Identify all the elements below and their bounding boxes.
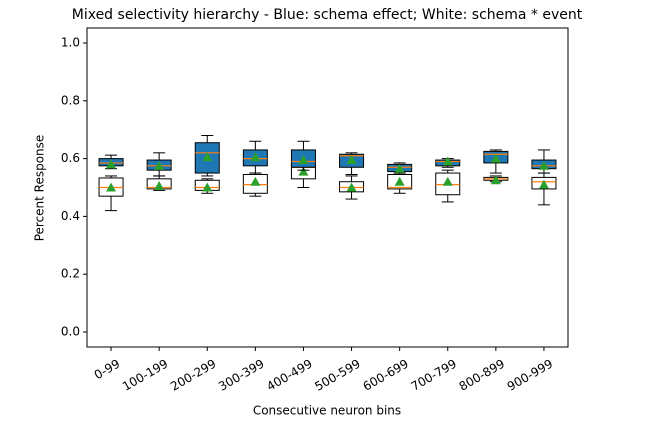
y-axis-label: Percent Response: [33, 135, 47, 242]
x-tick-label: 700-799: [409, 357, 459, 394]
mean-marker: [394, 163, 405, 173]
x-tick-label: 100-199: [120, 357, 170, 394]
mean-marker: [202, 182, 213, 192]
mean-marker: [442, 156, 453, 166]
y-tick-label: 0.8: [61, 93, 80, 107]
plot-frame: [86, 27, 569, 348]
mean-marker: [538, 160, 549, 170]
mean-marker: [106, 159, 117, 169]
mean-marker: [298, 166, 309, 176]
x-tick-label: 400-499: [264, 357, 314, 394]
x-tick-label: 0-99: [92, 357, 123, 383]
mean-marker: [394, 176, 405, 186]
mean-marker: [538, 179, 549, 189]
y-tick-label: 0.2: [61, 267, 80, 281]
mean-marker: [250, 152, 261, 162]
mean-marker: [346, 182, 357, 192]
chart-title: Mixed selectivity hierarchy - Blue: sche…: [72, 7, 583, 23]
x-tick-label: 300-399: [216, 357, 266, 394]
x-tick-label: 200-299: [168, 357, 218, 394]
y-tick-label: 0.6: [61, 151, 80, 165]
x-tick-label: 600-699: [360, 357, 410, 394]
mean-marker: [490, 153, 501, 163]
mean-marker: [298, 155, 309, 165]
y-tick-label: 0.4: [61, 209, 80, 223]
y-tick-label: 0.0: [61, 324, 80, 338]
x-tick-label: 900-999: [505, 357, 555, 394]
mean-marker: [250, 176, 261, 186]
mean-marker: [106, 182, 117, 192]
x-tick-label: 800-899: [457, 357, 507, 394]
mean-marker: [442, 176, 453, 186]
mean-marker: [346, 155, 357, 165]
mean-marker: [154, 181, 165, 191]
mean-marker: [202, 152, 213, 162]
x-axis-label: Consecutive neuron bins: [253, 404, 401, 418]
x-tick-label: 500-599: [312, 357, 362, 394]
y-tick-label: 1.0: [61, 36, 80, 50]
mean-marker: [490, 175, 501, 185]
mean-marker: [154, 160, 165, 170]
